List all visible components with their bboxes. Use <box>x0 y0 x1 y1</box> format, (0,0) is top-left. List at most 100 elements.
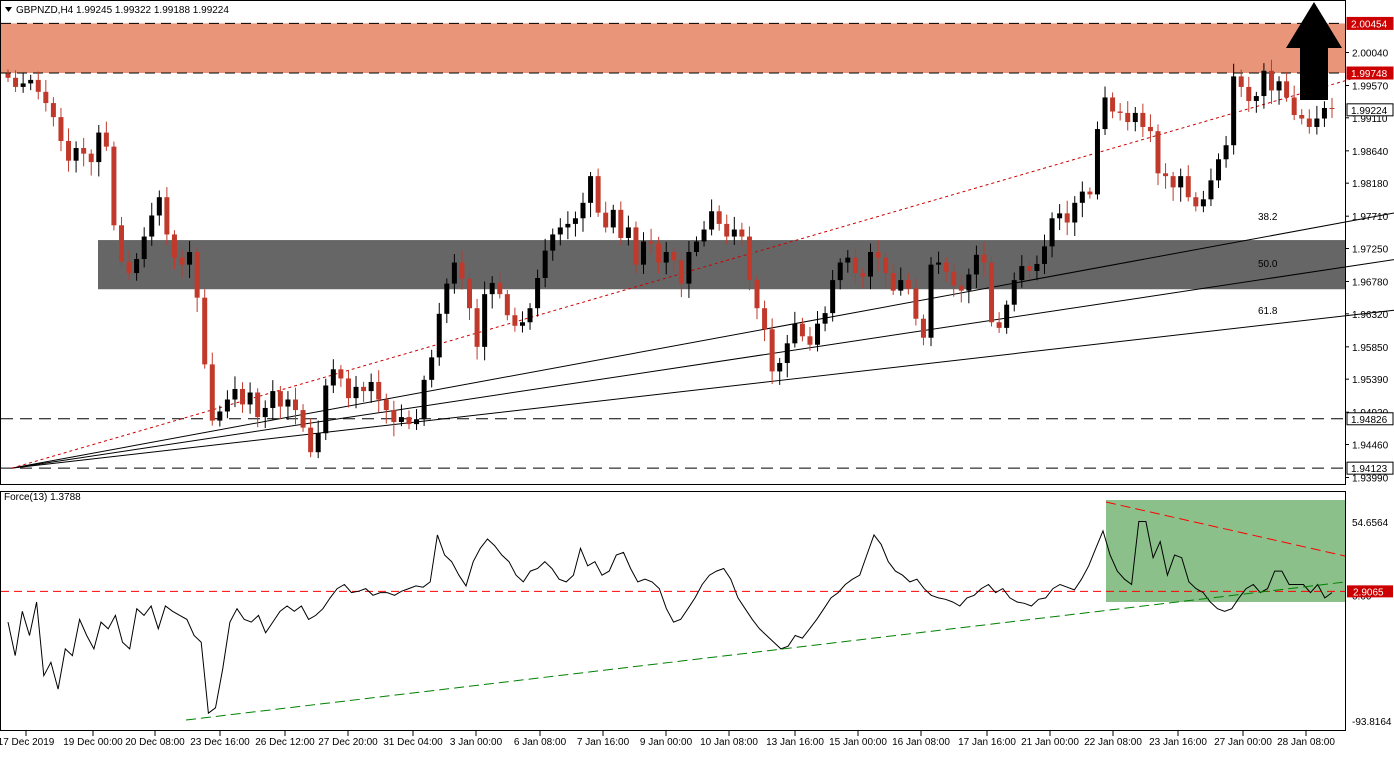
candle-body <box>111 146 117 226</box>
price-tag-box <box>1346 461 1394 475</box>
candle-body <box>164 197 170 235</box>
price-axis-label: 1.99110 <box>1352 114 1388 125</box>
candle-body <box>1246 86 1252 101</box>
candle-body <box>436 313 442 358</box>
candle-body <box>134 259 140 274</box>
fib-label-61-8: 61.8 <box>1258 306 1278 317</box>
candle-body <box>1155 131 1161 174</box>
candle-body <box>588 176 594 203</box>
candle-body <box>815 323 821 345</box>
candle-body <box>96 132 102 163</box>
candle-body <box>73 148 79 161</box>
price-axis-label: 1.97710 <box>1352 212 1389 223</box>
price-axis-label: 1.99570 <box>1352 82 1389 93</box>
force-tag-box <box>1347 585 1393 598</box>
candle-body <box>792 323 798 344</box>
candle-body <box>981 254 987 263</box>
candle-body <box>883 257 889 274</box>
force-frame <box>0 491 1346 731</box>
candle-body <box>860 273 866 277</box>
candle-body <box>451 262 457 284</box>
candle-body <box>686 252 692 284</box>
candle-body <box>1321 107 1327 119</box>
overlay-layer <box>5 2 1342 100</box>
time-axis-label: 6 Jan 08:00 <box>514 737 567 748</box>
levels-layer: 38.2 50.0 61.8 <box>1 73 1394 469</box>
candle-body <box>126 261 132 274</box>
candle-body <box>1011 280 1017 305</box>
price-axis-label: 1.98180 <box>1352 179 1389 190</box>
candle-body <box>1079 191 1085 203</box>
candle-body <box>709 211 715 230</box>
candle-body <box>383 399 389 411</box>
candle-body <box>232 388 238 400</box>
candle-body <box>406 417 412 425</box>
force-zone <box>1106 500 1346 602</box>
candle-body <box>535 277 541 309</box>
fib-label-50-0: 50.0 <box>1258 259 1278 270</box>
time-axis-label: 7 Jan 16:00 <box>577 737 630 748</box>
force-layer <box>1 500 1346 721</box>
force-indicator-header: Force(13) 1.3788 <box>4 492 81 503</box>
price-axis-label: 1.95390 <box>1352 375 1389 386</box>
candle-body <box>467 278 473 309</box>
candle-body <box>50 103 56 118</box>
price-tag-box <box>1346 16 1394 30</box>
candle-body <box>141 236 147 260</box>
candle-body <box>716 211 722 224</box>
candle-body <box>1314 118 1320 127</box>
candle-body <box>292 399 298 411</box>
zones-layer <box>1 22 1345 290</box>
candle-body <box>769 329 775 372</box>
candle-body <box>784 343 790 363</box>
candle-body <box>368 381 374 392</box>
candle-body <box>43 91 49 104</box>
candle-body <box>81 148 87 154</box>
time-axis-label: 17 Jan 16:00 <box>958 737 1016 748</box>
time-axis-label: 10 Jan 08:00 <box>700 737 758 748</box>
candle-body <box>989 262 995 323</box>
fib-fan-ray-61.8 <box>11 309 1394 469</box>
candle-body <box>527 308 533 323</box>
candle-body <box>943 262 949 272</box>
candle-body <box>557 227 563 235</box>
candle-body <box>1170 176 1176 188</box>
candle-body <box>1178 176 1184 188</box>
force-tag-label: 2.9065 <box>1353 587 1384 598</box>
candle-body <box>603 212 609 228</box>
fib-label-38-2: 38.2 <box>1258 212 1278 223</box>
time-axis-label: 9 Jan 00:00 <box>640 737 693 748</box>
force-upper-trendline <box>1105 501 1346 557</box>
candle-body <box>739 229 745 237</box>
candle-body <box>300 410 306 428</box>
price-axis-label: 1.95850 <box>1352 343 1389 354</box>
candle-body <box>1163 173 1169 177</box>
candle-body <box>625 227 631 238</box>
candle-body <box>308 427 314 453</box>
candle-body <box>459 262 465 279</box>
candle-body <box>497 282 503 295</box>
force-line <box>7 521 1333 715</box>
candle-body <box>504 294 510 316</box>
time-axis-label: 16 Jan 08:00 <box>892 737 950 748</box>
candle-body <box>830 280 836 314</box>
candle-body <box>1261 70 1267 97</box>
time-axis-label: 23 Dec 16:00 <box>190 737 250 748</box>
candle-body <box>648 241 654 244</box>
time-axis-label: 27 Jan 00:00 <box>1214 737 1272 748</box>
candle-body <box>1026 266 1032 271</box>
time-axis-label: 26 Dec 12:00 <box>255 737 315 748</box>
candle-body <box>610 209 616 228</box>
candle-body <box>799 323 805 337</box>
price-axis-label: 1.96780 <box>1352 278 1389 289</box>
candle-body <box>217 411 223 421</box>
price-axis-label: 2.00040 <box>1352 49 1389 60</box>
candle-body <box>262 407 268 418</box>
candle-body <box>1072 202 1078 223</box>
fib-fan-ray-50.0 <box>11 259 1394 469</box>
candle-body <box>1087 191 1093 195</box>
price-frame <box>0 0 1346 485</box>
candle-body <box>1057 213 1063 219</box>
price-axis-label: 1.96320 <box>1352 310 1389 321</box>
candle-body <box>542 250 548 278</box>
